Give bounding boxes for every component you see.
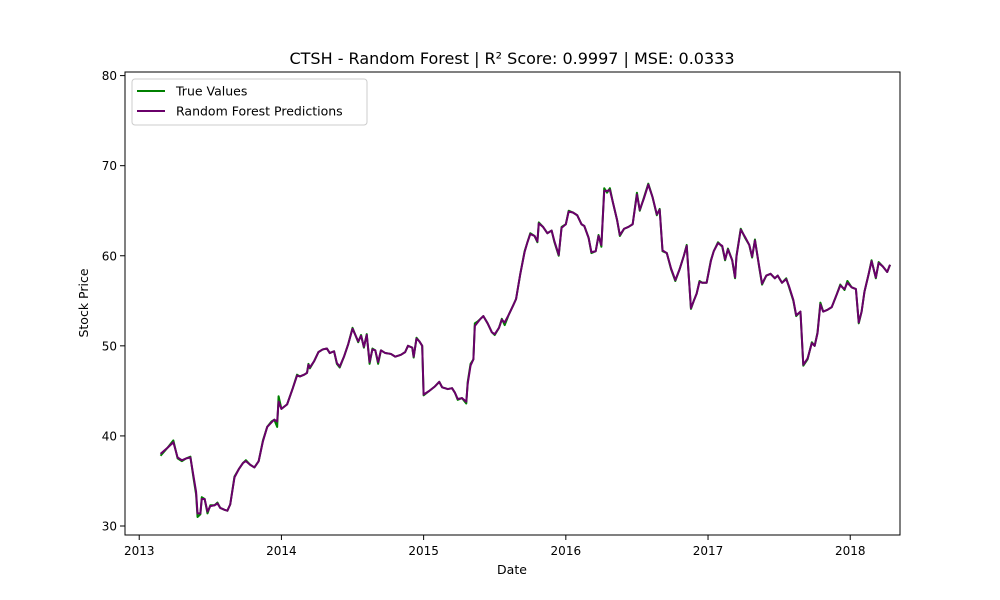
x-tick-label: 2017 [693,544,724,558]
chart-title: CTSH - Random Forest | R² Score: 0.9997 … [289,49,734,68]
series-line-rf-predictions [159,183,891,515]
y-tick-label: 60 [102,249,117,263]
legend-box [131,78,368,126]
y-axis: 30 40 50 60 70 80 [102,69,125,533]
x-tick-label: 2018 [835,544,866,558]
x-axis: 2013 2014 2015 2016 2017 2018 [124,535,866,558]
x-tick-label: 2016 [551,544,582,558]
y-tick-label: 50 [102,339,117,353]
x-tick-label: 2015 [408,544,439,558]
x-tick-label: 2013 [124,544,155,558]
y-tick-label: 70 [102,159,117,173]
x-tick-label: 2014 [266,544,297,558]
legend-label-rf-predictions: Random Forest Predictions [176,104,343,119]
y-tick-label: 30 [102,519,117,533]
legend: True Values Random Forest Predictions [131,78,368,126]
plot-frame [124,71,901,536]
y-tick-label: 80 [102,69,117,83]
plot-lines [159,182,891,518]
y-tick-label: 40 [102,429,117,443]
legend-label-true-values: True Values [175,84,247,99]
y-axis-label: Stock Price [76,268,91,337]
x-axis-label: Date [497,562,527,577]
